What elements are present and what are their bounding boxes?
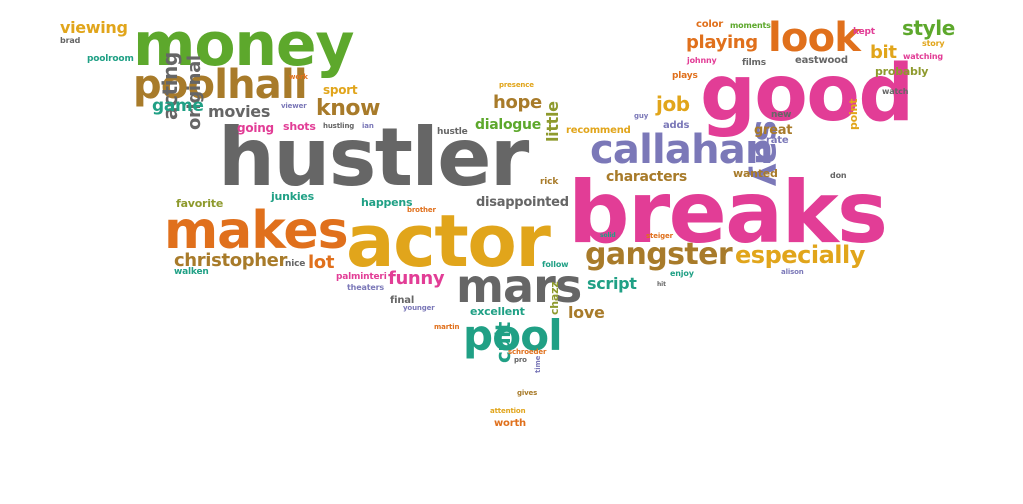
cloud-word-color: color (696, 19, 724, 30)
cloud-word-good: good (700, 49, 914, 139)
cloud-word-game: game (152, 96, 204, 116)
cloud-word-adds: adds (663, 120, 690, 131)
cloud-word-callahan: callahan (590, 127, 773, 173)
cloud-word-steiger: steiger (646, 232, 673, 240)
cloud-word-disappointed: disappointed (476, 195, 569, 210)
cloud-word-work: work (289, 73, 308, 81)
cloud-word-alison: alison (781, 268, 804, 276)
cloud-word-martin: martin (434, 323, 460, 331)
cloud-word-script: script (587, 274, 637, 293)
cloud-word-great: great (754, 123, 793, 138)
cloud-word-playing: playing (686, 32, 758, 53)
cloud-word-happens: happens (361, 196, 413, 209)
cloud-word-pro: pro (514, 356, 527, 364)
cloud-word-solid: solid (600, 232, 616, 239)
cloud-word-going: going (237, 121, 274, 135)
cloud-word-bit: bit (870, 42, 897, 63)
cloud-word-viewer: viewer (281, 102, 307, 110)
cloud-word-point: point (847, 98, 860, 130)
cloud-word-junkies: junkies (271, 190, 314, 203)
cloud-word-dialogue: dialogue (475, 117, 541, 133)
cloud-word-characters: characters (606, 169, 687, 185)
cloud-word-brother: brother (407, 206, 436, 214)
cloud-word-poolroom: poolroom (87, 54, 134, 64)
cloud-word-moments: moments (730, 21, 771, 30)
cloud-word-know: know (316, 96, 380, 121)
cloud-word-money: money (133, 10, 354, 80)
cloud-word-love: love (568, 303, 605, 322)
cloud-word-plays: plays (672, 71, 698, 81)
cloud-word-poolhall: poolhall (133, 62, 308, 108)
cloud-word-hope: hope (493, 92, 542, 113)
cloud-word-christopher: christopher (174, 250, 288, 271)
cloud-word-watch: watch (882, 87, 909, 96)
cloud-word-gangster: gangster (585, 237, 733, 272)
cloud-word-hustle: hustle (437, 127, 468, 137)
cloud-word-sport: sport (323, 83, 358, 97)
cloud-word-probably: probably (875, 65, 929, 78)
cloud-word-gives: gives (517, 389, 538, 397)
cloud-word-films: films (742, 58, 766, 68)
cloud-word-don: don (830, 171, 847, 180)
cloud-word-watching: watching (903, 52, 943, 61)
cloud-word-worth: worth (494, 418, 526, 429)
cloud-word-breaks: breaks (568, 163, 888, 263)
cloud-word-palminteri: palminteri (336, 272, 387, 282)
cloud-word-presence: presence (499, 81, 534, 89)
cloud-word-shots: shots (283, 120, 316, 133)
cloud-word-chazz: chazz (548, 281, 561, 315)
cloud-word-movies: movies (208, 102, 271, 121)
cloud-word-makes: makes (164, 201, 349, 261)
cloud-word-hit: hit (657, 281, 666, 288)
cloud-word-guy: guy (634, 112, 649, 120)
cloud-word-cult: cult (491, 322, 515, 363)
cloud-word-pool: pool (463, 311, 563, 360)
cloud-word-excellent: excellent (470, 305, 525, 318)
cloud-word-story: story (922, 39, 945, 48)
cloud-word-recommend: recommend (566, 125, 631, 136)
cloud-word-younger: younger (403, 304, 435, 312)
cloud-word-attention: attention (490, 407, 526, 415)
cloud-word-walken: walken (174, 267, 209, 277)
cloud-word-theaters: theaters (347, 283, 385, 292)
cloud-word-nice: nice (285, 259, 306, 269)
cloud-word-follow: follow (542, 260, 569, 269)
cloud-word-eastwood: eastwood (795, 55, 848, 66)
cloud-word-hustler: hustler (218, 111, 529, 204)
cloud-word-job: job (656, 92, 690, 116)
cloud-word-little: little (543, 101, 562, 142)
cloud-word-kept: kept (853, 27, 875, 37)
cloud-word-brad: brad (60, 36, 81, 45)
cloud-word-schroeder: schroeder (508, 348, 547, 356)
cloud-word-wanted: wanted (733, 167, 778, 180)
cloud-word-style: style (902, 16, 955, 40)
cloud-word-favorite: favorite (176, 197, 224, 210)
cloud-word-funny: funny (388, 268, 445, 289)
cloud-word-rate: rate (766, 135, 789, 146)
cloud-word-actor: actor (346, 199, 551, 283)
cloud-word-time: time (534, 355, 542, 373)
cloud-word-johnny: johnny (687, 56, 717, 65)
cloud-word-viewing: viewing (60, 18, 128, 37)
cloud-word-ian: ian (362, 122, 374, 130)
cloud-word-final: final (390, 295, 415, 306)
cloud-word-enjoy: enjoy (670, 269, 694, 278)
cloud-word-mars: mars (456, 259, 582, 313)
cloud-word-lot: lot (308, 252, 335, 273)
cloud-word-original: original (184, 55, 205, 130)
cloud-word-new: new (771, 110, 792, 120)
cloud-word-rick: rick (540, 177, 559, 187)
cloud-word-look: look (768, 15, 861, 61)
cloud-word-hustling: hustling (323, 122, 355, 130)
cloud-word-especially: especially (735, 241, 865, 269)
